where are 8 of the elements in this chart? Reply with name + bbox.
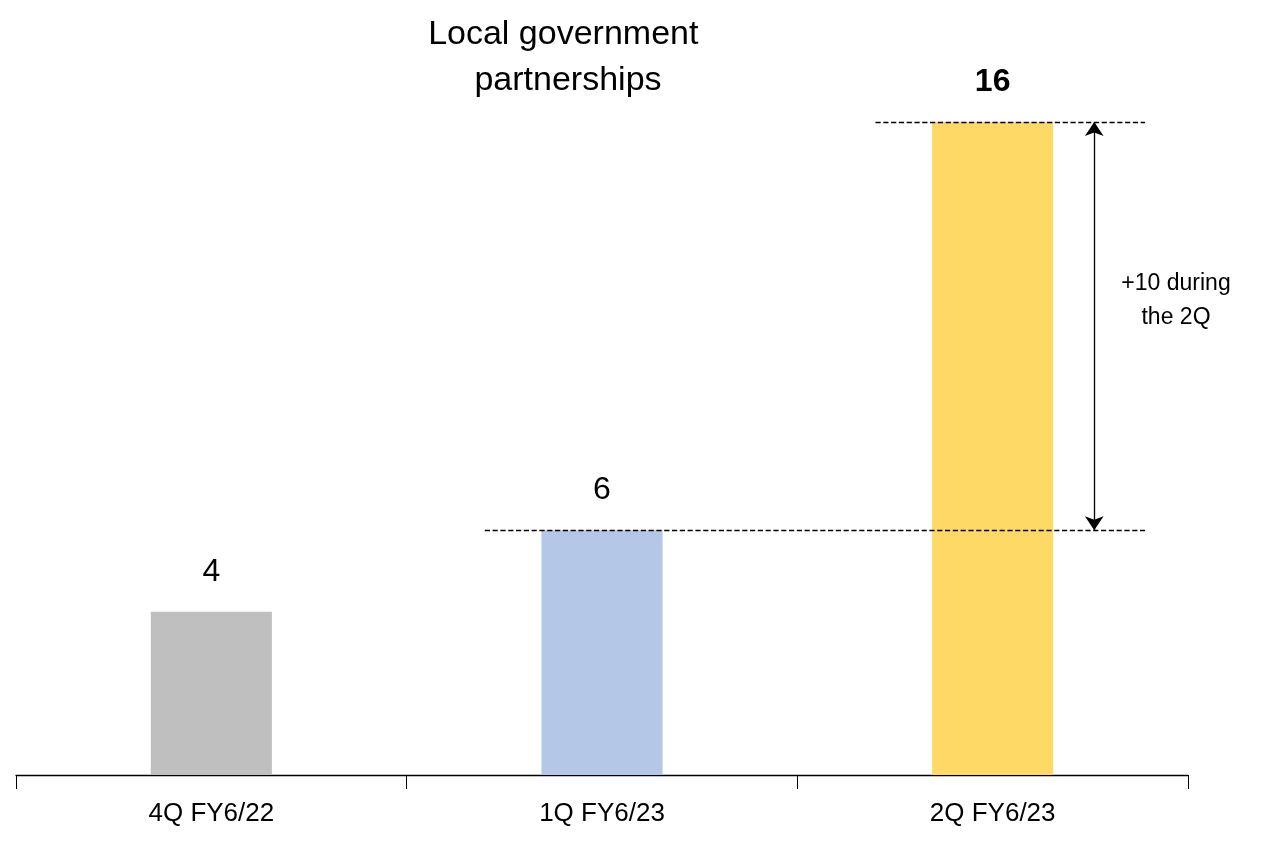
chart-title: Local government partnerships <box>428 13 708 97</box>
x-tick-label: 1Q FY6/23 <box>539 797 665 827</box>
data-label: 6 <box>593 470 611 507</box>
x-tick-label: 2Q FY6/23 <box>929 797 1056 827</box>
data-label: 16 <box>974 62 1011 98</box>
annotation: +10 during the 2Q <box>1121 269 1231 329</box>
x-tick-label: 4Q FY6/22 <box>148 797 275 827</box>
data-label: 4 <box>202 551 221 588</box>
